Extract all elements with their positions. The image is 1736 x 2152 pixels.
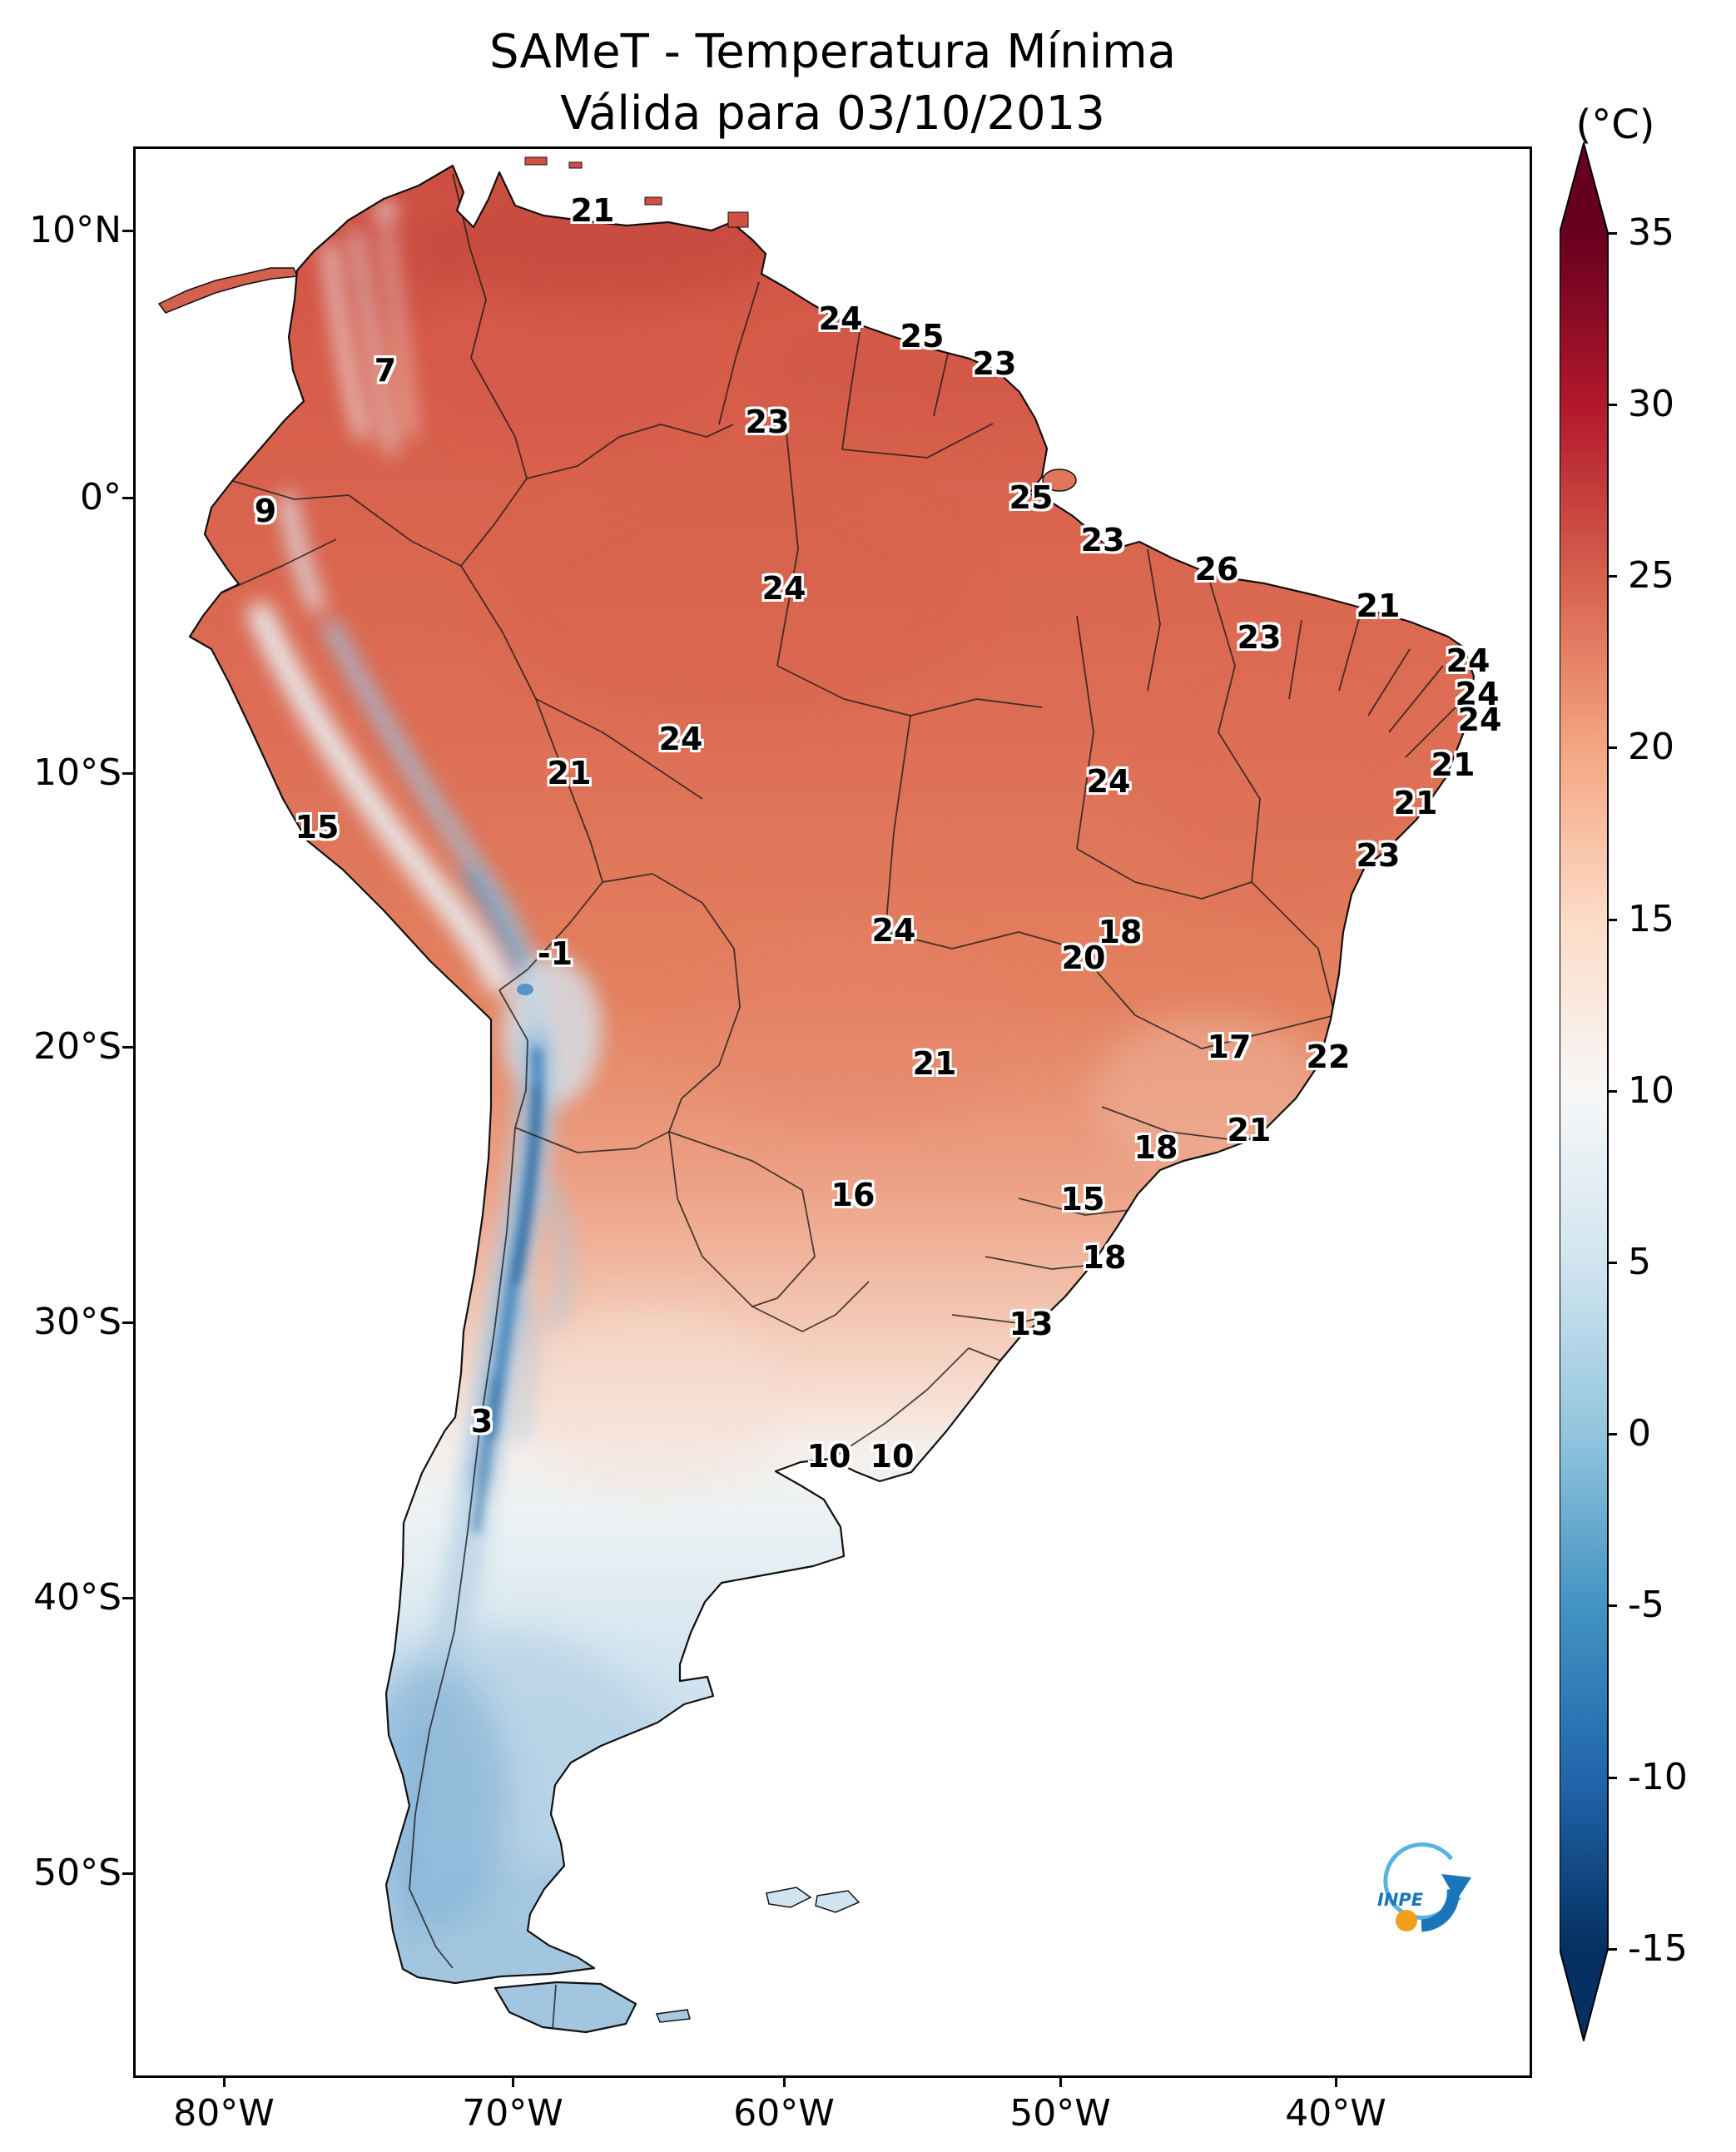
lake-titicaca <box>517 984 533 995</box>
lon-tick-label: 60°W <box>733 2092 835 2135</box>
colorbar-tick-label: 0 <box>1628 1412 1651 1455</box>
inpe-logo: INPE <box>1377 1842 1471 1932</box>
colorbar-tick-label: -10 <box>1628 1756 1688 1798</box>
marajo-island <box>1042 469 1077 492</box>
lat-tick-mark <box>122 1597 134 1599</box>
colorbar-tick-label: 5 <box>1628 1241 1651 1283</box>
margarita-island <box>644 196 662 206</box>
colorbar-tick-mark <box>1608 746 1617 749</box>
colorbar-tick-mark <box>1608 919 1617 921</box>
caribbean-islet <box>568 161 583 169</box>
temperature-field <box>190 166 1474 2032</box>
colorbar-tick-mark <box>1608 1777 1617 1779</box>
lon-tick-mark <box>1335 2075 1337 2087</box>
lon-tick-mark <box>512 2075 514 2087</box>
colorbar-tick-mark <box>1608 575 1617 578</box>
colorbar-tick-label: 25 <box>1628 554 1674 597</box>
colorbar-tick-label: 20 <box>1628 726 1674 768</box>
inpe-logo-text: INPE <box>1377 1890 1424 1910</box>
colorbar-tick-label: -5 <box>1628 1584 1664 1626</box>
islands <box>157 156 1077 2023</box>
inpe-arrowhead-icon <box>1441 1874 1471 1901</box>
colorbar-tick-mark <box>1608 1948 1617 1951</box>
lat-tick-mark <box>122 230 134 232</box>
colorbar-tick-label: 10 <box>1628 1069 1674 1112</box>
colorbar-bar <box>1560 142 1609 2041</box>
lat-tick-label: 10°N <box>29 209 122 251</box>
colorbar-tick-label: -15 <box>1628 1927 1688 1970</box>
trinidad-island <box>727 211 749 228</box>
lat-tick-label: 30°S <box>33 1301 122 1343</box>
lat-tick-label: 10°S <box>33 751 122 794</box>
colorbar-tick-mark <box>1608 1090 1617 1093</box>
caribbean-islet <box>524 156 548 166</box>
lat-tick-label: 40°S <box>33 1576 122 1619</box>
lat-tick-label: 20°S <box>33 1025 122 1068</box>
lat-tick-label: 0° <box>80 476 122 518</box>
political-borders <box>221 173 1465 2030</box>
panama-strip <box>157 267 299 314</box>
colorbar-tick-label: 15 <box>1628 898 1674 940</box>
inpe-orange-dot-icon <box>1396 1910 1417 1931</box>
lon-tick-mark <box>1059 2075 1062 2087</box>
colorbar-unit-label: (°C) <box>1575 102 1655 148</box>
lon-tick-label: 40°W <box>1285 2092 1386 2135</box>
isla-de-los-estados <box>655 2009 691 2023</box>
title-line-2: Válida para 03/10/2013 <box>560 87 1105 141</box>
lon-tick-label: 80°W <box>173 2092 275 2135</box>
falkland-west-island <box>766 1887 812 1908</box>
colorbar-tick-mark <box>1608 1262 1617 1264</box>
warm-patches <box>310 186 1426 1489</box>
lat-tick-mark <box>122 497 134 499</box>
inpe-arrow-icon <box>1421 1888 1460 1932</box>
lat-tick-mark <box>122 772 134 775</box>
lat-tick-mark <box>122 1321 134 1324</box>
lat-tick-mark <box>122 1046 134 1049</box>
map-frame <box>133 146 1532 2078</box>
south-america-temperature-map <box>157 156 1476 2034</box>
colorbar-tick-mark <box>1608 1604 1617 1607</box>
lon-tick-mark <box>223 2075 226 2087</box>
falkland-east-island <box>815 1890 861 1913</box>
colorbar-tick-label: 30 <box>1628 383 1674 425</box>
inpe-swirl-icon <box>1383 1842 1456 1920</box>
lat-tick-label: 50°S <box>33 1852 122 1894</box>
lat-tick-mark <box>122 1872 134 1875</box>
colorbar-tick-mark <box>1608 404 1617 406</box>
title-line-1: SAMeT - Temperatura Mínima <box>489 25 1177 79</box>
figure-title: SAMeT - Temperatura Mínima Válida para 0… <box>136 22 1530 145</box>
colorbar-tick-mark <box>1608 232 1617 235</box>
colorbar-tick-label: 35 <box>1628 211 1674 254</box>
lon-tick-mark <box>783 2075 786 2087</box>
colorbar-tick-mark <box>1608 1433 1617 1435</box>
lon-tick-label: 70°W <box>462 2092 563 2135</box>
lon-tick-label: 50°W <box>1009 2092 1111 2135</box>
